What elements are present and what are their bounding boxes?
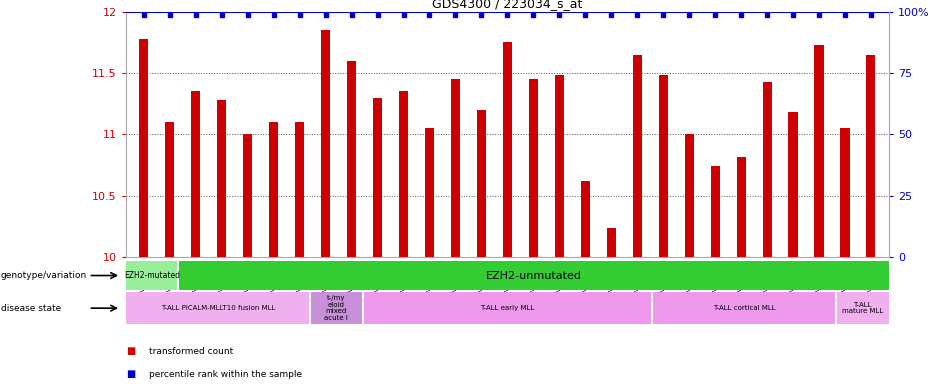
Bar	[633, 55, 641, 257]
Bar	[841, 128, 849, 257]
Bar	[555, 75, 564, 257]
Text: transformed count: transformed count	[149, 347, 233, 356]
Title: GDS4300 / 223034_s_at: GDS4300 / 223034_s_at	[432, 0, 583, 10]
Bar	[269, 122, 278, 257]
Bar	[321, 30, 331, 257]
Bar	[362, 292, 653, 324]
Bar	[347, 61, 357, 257]
Bar	[310, 292, 362, 324]
Bar	[191, 91, 200, 257]
Bar	[140, 38, 148, 257]
Bar	[658, 75, 668, 257]
Bar	[373, 98, 382, 257]
Bar	[503, 42, 512, 257]
Text: EZH2-mutated: EZH2-mutated	[124, 271, 180, 280]
Bar	[399, 91, 408, 257]
Bar	[581, 181, 590, 257]
Bar	[836, 292, 889, 324]
Text: percentile rank within the sample: percentile rank within the sample	[149, 370, 302, 379]
Bar	[295, 122, 304, 257]
Text: T-ALL cortical MLL: T-ALL cortical MLL	[713, 305, 776, 311]
Bar	[607, 228, 615, 257]
Bar	[653, 292, 836, 324]
Bar	[217, 100, 226, 257]
Text: EZH2-unmutated: EZH2-unmutated	[486, 270, 582, 281]
Bar	[425, 128, 434, 257]
Bar	[451, 79, 460, 257]
Bar	[762, 81, 772, 257]
Bar	[126, 261, 179, 290]
Bar	[684, 134, 694, 257]
Text: genotype/variation: genotype/variation	[1, 271, 88, 280]
Text: ■: ■	[126, 369, 135, 379]
Bar	[736, 157, 746, 257]
Text: T-ALL PICALM-MLLT10 fusion MLL: T-ALL PICALM-MLLT10 fusion MLL	[161, 305, 275, 311]
Bar	[477, 110, 486, 257]
Text: t-/my
eloid
mixed
acute l: t-/my eloid mixed acute l	[324, 295, 348, 321]
Text: T-ALL
mature MLL: T-ALL mature MLL	[843, 302, 884, 314]
Bar	[815, 45, 824, 257]
Bar	[243, 134, 252, 257]
Text: disease state: disease state	[1, 304, 61, 313]
Bar	[789, 112, 798, 257]
Bar	[126, 292, 310, 324]
Text: T-ALL early MLL: T-ALL early MLL	[480, 305, 534, 311]
Bar	[529, 79, 538, 257]
Text: ■: ■	[126, 346, 135, 356]
Bar	[710, 166, 720, 257]
Bar	[867, 55, 875, 257]
Bar	[166, 122, 174, 257]
